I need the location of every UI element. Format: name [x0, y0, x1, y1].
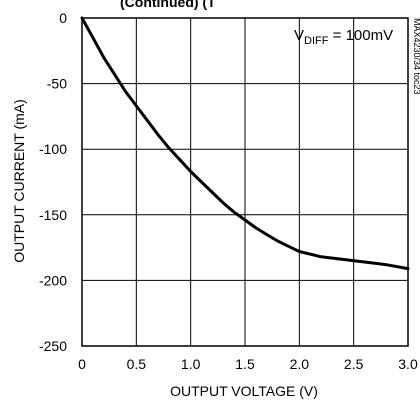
plot-area-frame — [81, 17, 409, 347]
vdiff-prefix: V — [294, 27, 304, 44]
x-tick-label: 0 — [78, 356, 86, 372]
x-tick-label: 1.0 — [181, 356, 201, 372]
figure-id-note: MAX4230/34 toc23 — [412, 18, 420, 95]
y-tick-label: -50 — [47, 76, 67, 92]
y-tick-label: 0 — [59, 10, 67, 26]
y-axis-title: OUTPUT CURRENT (mA) — [11, 99, 27, 263]
y-tick-label: -100 — [39, 141, 67, 157]
series-line-0 — [80, 16, 410, 271]
x-tick-label: 3.0 — [398, 356, 418, 372]
y-tick-label: -200 — [39, 272, 67, 288]
y-tick-label: -250 — [39, 338, 67, 354]
y-tick-label: -150 — [39, 207, 67, 223]
vdiff-suffix: = 100mV — [328, 27, 393, 44]
series-lines — [80, 16, 410, 271]
x-tick-label: 2.5 — [344, 356, 364, 372]
vdiff-annotation: VDIFF = 100mV — [294, 27, 393, 47]
x-axis-ticks: 0 0.5 1.0 1.5 2.0 2.5 3.0 — [78, 356, 418, 372]
x-tick-label: 0.5 — [127, 356, 147, 372]
y-axis-ticks: 0 -50 -100 -150 -200 -250 — [39, 10, 67, 354]
x-axis-title: OUTPUT VOLTAGE (V) — [170, 383, 318, 399]
top-banner-text: (Continued) (T — [120, 0, 216, 10]
grid-lines — [81, 17, 409, 347]
x-tick-label: 2.0 — [290, 356, 310, 372]
vdiff-subscript: DIFF — [304, 35, 329, 47]
x-tick-label: 1.5 — [235, 356, 255, 372]
